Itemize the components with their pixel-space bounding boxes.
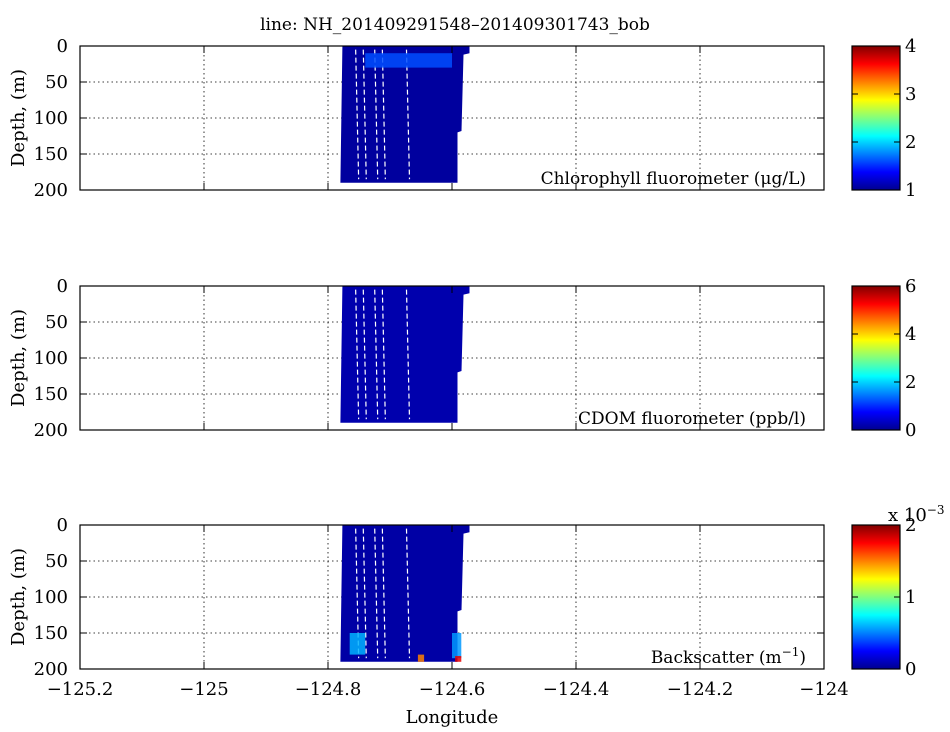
data-section (340, 525, 470, 662)
panel-annotation: Chlorophyll fluorometer (μg/L) (541, 169, 806, 189)
x-tick-label: −125 (179, 679, 228, 700)
data-background (340, 525, 470, 662)
colorbar (851, 285, 901, 431)
x-tick-label: −124.8 (295, 679, 362, 700)
panel-annotation: Backscatter (m−1) (651, 645, 806, 668)
data-feature (455, 656, 462, 662)
profile-gap (381, 49, 386, 180)
data-feature (365, 53, 452, 68)
profile-gap (405, 289, 411, 420)
x-tick-label: −124.2 (667, 679, 734, 700)
y-tick-label: 200 (34, 659, 68, 680)
y-tick-label: 150 (34, 384, 68, 405)
data-feature (349, 633, 366, 655)
x-axis-label: Longitude (406, 707, 499, 728)
colorbar-tick-label: 1 (905, 587, 916, 608)
colorbar-tick-label: 2 (905, 515, 916, 536)
colorbar-multiplier: x 10−3 (888, 503, 944, 526)
y-tick-label: 50 (45, 72, 68, 93)
y-tick-label: 150 (34, 144, 68, 165)
panel-annotation: CDOM fluorometer (ppb/l) (578, 409, 806, 429)
profile-gap (362, 289, 367, 420)
colorbar-tick-label: 1 (905, 180, 916, 201)
y-tick-label: 100 (34, 108, 68, 129)
x-tick-label: −124 (799, 679, 848, 700)
profile-gap (355, 289, 360, 420)
y-axis-label: Depth, (m) (8, 309, 29, 407)
data-background (340, 46, 470, 183)
y-tick-label: 50 (45, 312, 68, 333)
profile-gap (405, 49, 411, 180)
colorbar-tick-label: 0 (905, 659, 916, 680)
y-tick-label: 100 (34, 348, 68, 369)
y-axis-label: Depth, (m) (8, 69, 29, 167)
colorbar-tick-label: 2 (905, 372, 916, 393)
profile-gap (374, 289, 379, 420)
profile-gap (374, 49, 379, 180)
data-feature (452, 633, 462, 659)
y-tick-label: 0 (57, 276, 68, 297)
profile-gap (381, 289, 386, 420)
profile-gap (355, 49, 360, 180)
profile-gap (362, 528, 367, 659)
y-tick-label: 0 (57, 515, 68, 536)
y-tick-label: 50 (45, 551, 68, 572)
panel-3: −125.2 −125 −124.8 −124.6 −124.4 −124.2 −124 0 5… (8, 503, 944, 700)
data-section (340, 46, 470, 183)
colorbar-tick-label: 3 (905, 84, 916, 105)
profile-gap (362, 49, 367, 180)
y-axis-label: Depth, (m) (8, 548, 29, 646)
colorbar (851, 524, 901, 670)
figure-title: line: NH_201409291548–201409301743_bob (260, 15, 650, 35)
colorbar-tick-label: 6 (905, 276, 916, 297)
x-tick-label: −124.4 (543, 679, 610, 700)
colorbar-tick-label: 2 (905, 132, 916, 153)
x-tick-label: −125.2 (47, 679, 114, 700)
colorbar (851, 45, 901, 191)
y-tick-label: 0 (57, 36, 68, 57)
profile-gap (374, 528, 379, 659)
y-tick-label: 200 (34, 420, 68, 441)
colorbar-tick-label: 4 (905, 36, 916, 57)
colorbar-tick-label: 4 (905, 324, 916, 345)
profile-gap (405, 528, 411, 659)
profile-gap (381, 528, 386, 659)
x-tick-label: −124.6 (419, 679, 486, 700)
data-section (340, 286, 470, 423)
data-feature (417, 654, 425, 662)
colorbar-tick-label: 0 (905, 420, 916, 441)
y-tick-label: 200 (34, 180, 68, 201)
y-tick-label: 150 (34, 623, 68, 644)
y-tick-label: 100 (34, 587, 68, 608)
data-background (340, 286, 470, 423)
